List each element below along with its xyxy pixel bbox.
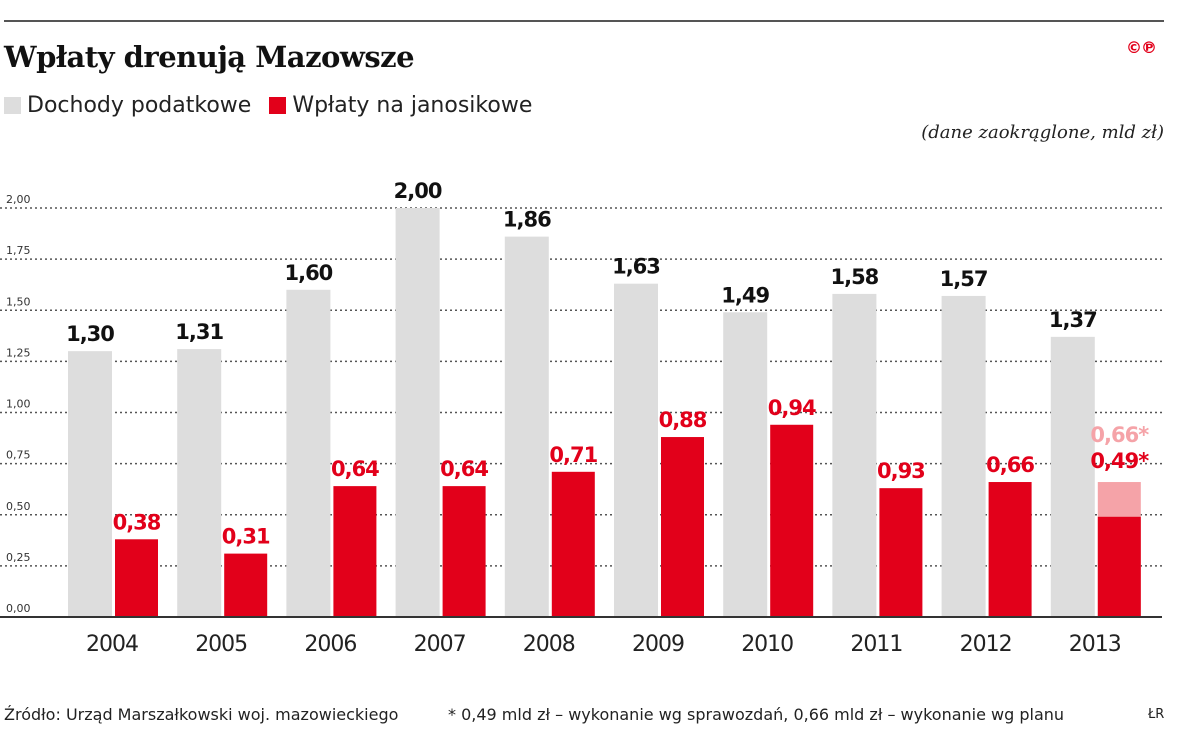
- data-label-red: 0,64: [331, 457, 379, 481]
- data-label-red: 0,31: [222, 525, 270, 549]
- bar-red: [333, 486, 377, 617]
- data-label-gray: 1,86: [503, 208, 551, 232]
- x-tick-label: 2006: [304, 632, 356, 657]
- bar-gray: [723, 312, 768, 617]
- y-tick-label: 0,50: [6, 500, 31, 513]
- data-label-gray: 1,49: [721, 283, 769, 307]
- bar-gray: [68, 351, 112, 617]
- data-label-red: 0,64: [440, 457, 488, 481]
- data-label-gray: 1,60: [284, 261, 332, 285]
- bar-gray: [941, 295, 986, 617]
- y-tick-label: 1,00: [6, 398, 31, 411]
- data-label-gray: 1,58: [830, 265, 878, 289]
- bar-gray: [832, 293, 877, 617]
- legend-item-red: Wpłaty na janosikowe: [269, 93, 532, 118]
- bar-gray: [1050, 336, 1095, 617]
- data-label-red: 0,71: [549, 443, 597, 467]
- top-rule: [4, 20, 1164, 22]
- bar-red: [115, 539, 158, 617]
- bar-gray: [614, 283, 658, 617]
- bar-red: [661, 437, 704, 617]
- y-tick-label: 1,75: [6, 244, 31, 257]
- data-label-gray: 2,00: [394, 179, 442, 203]
- x-tick-label: 2011: [850, 632, 902, 657]
- legend-swatch-gray: [4, 97, 21, 114]
- chart-title: Wpłaty drenują Mazowsze: [4, 40, 415, 74]
- data-label-gray: 1,30: [66, 322, 114, 346]
- footnote-text: * 0,49 mld zł – wykonanie wg sprawozdań,…: [448, 705, 1065, 724]
- y-tick-label: 0,00: [6, 602, 31, 615]
- data-label-plan: 0,66*: [1090, 423, 1149, 447]
- data-label-red: 0,93: [877, 459, 925, 483]
- x-tick-label: 2009: [632, 632, 684, 657]
- bar-chart: 0,00 0,25 0,50 0,75 1,00 1,25 1,50 1,75 2,00 1,30…: [0, 179, 1162, 657]
- bar-red: [770, 424, 814, 617]
- bar-red: [1097, 516, 1141, 617]
- legend: Dochody podatkowe Wpłaty na janosikowe: [4, 93, 550, 118]
- y-tick-label: 1,50: [6, 295, 31, 308]
- bar-red: [551, 471, 595, 617]
- data-label-gray: 1,37: [1049, 308, 1097, 332]
- y-tick-label: 0,75: [6, 449, 31, 462]
- logo-icon: ©℗: [1126, 38, 1157, 57]
- bar-gray: [286, 289, 331, 617]
- data-label-red: 0,38: [113, 510, 161, 534]
- legend-label-red: Wpłaty na janosikowe: [292, 93, 533, 118]
- x-tick-label: 2010: [741, 632, 793, 657]
- y-tick-label: 0,25: [6, 551, 31, 564]
- bar-gray: [177, 349, 222, 617]
- y-tick-label: 1,25: [6, 346, 31, 359]
- x-tick-label: 2008: [523, 632, 575, 657]
- bar-gray: [504, 236, 549, 617]
- author-initials: ŁR: [1148, 707, 1165, 722]
- bar-gray: [395, 208, 440, 617]
- bar-red: [224, 553, 268, 617]
- units-note: (dane zaokrąglone, mld zł): [921, 122, 1164, 143]
- data-label-gray: 1,57: [940, 267, 988, 291]
- x-tick-label: 2004: [86, 632, 138, 657]
- data-label-gray: 1,63: [612, 255, 660, 279]
- data-label-red: 0,94: [768, 396, 816, 420]
- source-text: Źródło: Urząd Marszałkowski woj. mazowie…: [4, 705, 399, 724]
- x-tick-label: 2005: [195, 632, 247, 657]
- data-label-gray: 1,31: [175, 320, 223, 344]
- bar-red: [879, 488, 923, 617]
- x-tick-label: 2012: [960, 632, 1012, 657]
- legend-item-gray: Dochody podatkowe: [4, 93, 251, 118]
- legend-swatch-red: [269, 97, 287, 114]
- x-tick-label: 2013: [1069, 632, 1121, 657]
- y-tick-label: 2,00: [6, 193, 31, 206]
- legend-label-gray: Dochody podatkowe: [27, 93, 252, 118]
- bar-red: [442, 486, 486, 617]
- data-label-red: 0,88: [659, 408, 707, 432]
- x-tick-label: 2007: [414, 632, 466, 657]
- data-label-red: 0,66: [986, 453, 1034, 477]
- data-label-red: 0,49*: [1090, 449, 1149, 473]
- bar-red: [988, 482, 1032, 617]
